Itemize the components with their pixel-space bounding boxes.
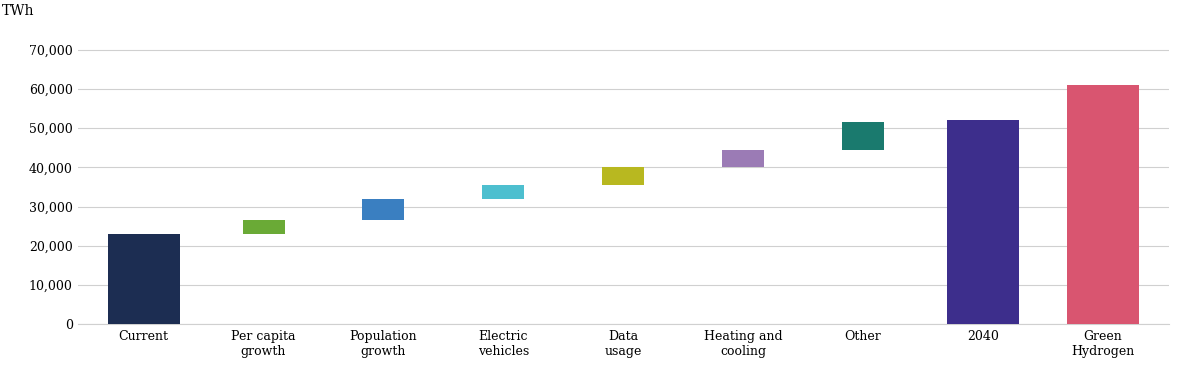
Bar bbox=[843, 122, 884, 150]
Bar bbox=[362, 199, 405, 220]
Bar bbox=[948, 120, 1020, 324]
Bar bbox=[107, 234, 179, 324]
Y-axis label: TWh: TWh bbox=[1, 4, 34, 18]
Bar bbox=[722, 150, 765, 168]
Bar bbox=[602, 168, 644, 185]
Bar bbox=[243, 220, 284, 234]
Bar bbox=[1067, 85, 1139, 324]
Bar bbox=[483, 185, 524, 199]
